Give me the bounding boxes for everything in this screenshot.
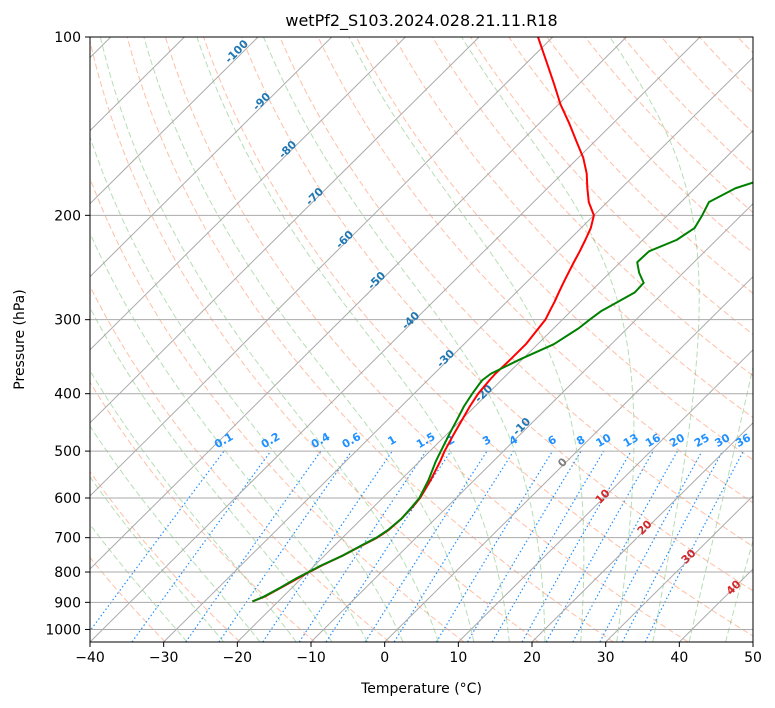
moist-adiabat-line [90, 135, 404, 642]
isotherm-line [90, 37, 701, 642]
dry-adiabat-line [203, 37, 753, 637]
x-tick-label: 30 [597, 650, 615, 666]
y-tick-label: 300 [54, 313, 81, 329]
x-tick-label: −10 [296, 650, 326, 666]
isotherm-line [384, 276, 753, 642]
pressure-gridlines [90, 37, 753, 630]
isotherm-line [605, 495, 753, 642]
dry-adiabat-line [432, 37, 753, 377]
dry-adiabat-line [126, 37, 614, 642]
y-tick-label: 100 [54, 30, 81, 46]
dry-adiabat-line [90, 38, 540, 642]
dry-adiabat-line [393, 37, 753, 419]
mixing-ratio-line [435, 450, 553, 642]
dry-adiabat-line [90, 381, 316, 642]
y-tick-label: 900 [54, 595, 81, 611]
x-tick-label: 40 [670, 650, 688, 666]
moist-adiabat-line [609, 37, 700, 642]
y-tick-label: 800 [54, 565, 81, 581]
x-tick-label: −20 [223, 650, 253, 666]
y-tick-label: 1000 [45, 622, 81, 638]
y-tick-label: 200 [54, 208, 81, 224]
dry-adiabat-line [90, 470, 241, 642]
isotherm-line [163, 56, 753, 642]
dry-adiabat-line [279, 37, 753, 548]
mixing-ratio-line [599, 450, 703, 642]
dewpoint-profile [252, 181, 753, 603]
y-axis: 100 200 300 400 500 600 700 800 900 1000 [45, 30, 90, 638]
isotherm-line [90, 37, 480, 424]
x-tick-label: 50 [744, 650, 762, 666]
x-axis: −40 −30 −20 −10 0 10 20 30 40 50 [75, 642, 762, 666]
dry-adiabat-line [622, 37, 753, 174]
mixing-ratio-line [131, 450, 272, 642]
isotherm-line [457, 349, 753, 642]
chart-title: wetPf2_S103.2024.028.21.11.R18 [285, 11, 557, 31]
moist-adiabat-line [90, 231, 369, 642]
dry-adiabat-line [90, 177, 465, 642]
y-tick-label: 700 [54, 531, 81, 547]
moist-adiabat-line [90, 425, 261, 642]
y-tick-label: 600 [54, 491, 81, 507]
dry-adiabats [90, 37, 753, 642]
dry-adiabat-line [508, 37, 753, 295]
dry-adiabat-line [470, 37, 753, 335]
x-tick-label: 20 [523, 650, 541, 666]
moist-adiabat-line [348, 37, 585, 642]
isotherms [90, 37, 753, 642]
isotherm-line [90, 37, 554, 497]
dry-adiabat-line [164, 37, 689, 642]
isotherm-line [310, 202, 753, 642]
moist-adiabat-line [90, 523, 188, 642]
isotherm-line [90, 37, 333, 278]
mixing-ratio-line [364, 450, 488, 642]
dry-adiabat-line [546, 37, 753, 254]
isotherm-line [90, 37, 627, 570]
profiles [252, 37, 753, 603]
dry-adiabat-line [584, 37, 753, 214]
plot-frame [89, 36, 754, 643]
isotherm-line [90, 37, 406, 351]
moist-adiabat-line [263, 37, 546, 642]
x-tick-label: 0 [380, 650, 389, 666]
y-axis-title: Pressure (hPa) [12, 289, 28, 389]
moist-adiabats [90, 37, 753, 642]
mixing-ratio-line [491, 450, 605, 642]
y-tick-label: 400 [54, 387, 81, 403]
mixing-ratio-line [393, 450, 515, 642]
moist-adiabat-line [90, 369, 297, 642]
mixing-ratio-line [521, 450, 632, 642]
x-tick-label: −30 [149, 650, 179, 666]
isotherm-line [90, 37, 259, 205]
isotherm-line [236, 129, 753, 642]
mixing-ratio-line [466, 450, 582, 642]
moist-adiabat-line [143, 37, 475, 642]
dry-adiabat-line [355, 37, 753, 461]
moist-adiabat-line [99, 37, 439, 642]
isotherm-line [531, 422, 753, 642]
mixing-ratio-line [185, 450, 322, 642]
x-tick-label: −40 [75, 650, 105, 666]
y-tick-label: 500 [54, 444, 81, 460]
x-axis-title: Temperature (°C) [360, 681, 482, 697]
dry-adiabat-line [90, 285, 390, 642]
mixing-ratio-line [572, 450, 678, 642]
mixing-ratio-line [262, 450, 393, 642]
moist-adiabat-line [90, 476, 225, 642]
x-tick-label: 10 [449, 650, 467, 666]
dry-adiabat-line [317, 37, 753, 504]
